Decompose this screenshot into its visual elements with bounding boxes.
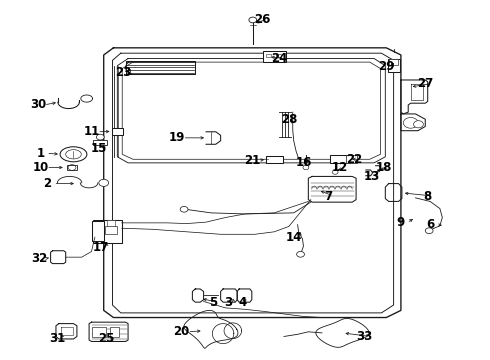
Text: 14: 14 (286, 231, 302, 244)
Bar (330, 156, 350, 163)
Text: 21: 21 (244, 154, 260, 167)
Text: 30: 30 (30, 99, 46, 112)
Circle shape (296, 251, 304, 257)
Text: 24: 24 (271, 52, 287, 65)
Circle shape (403, 117, 418, 128)
Text: 7: 7 (324, 190, 332, 203)
Text: 18: 18 (376, 161, 392, 174)
Text: 23: 23 (115, 66, 131, 79)
Circle shape (99, 179, 109, 186)
Text: 29: 29 (378, 60, 394, 73)
Text: 27: 27 (417, 77, 433, 90)
Text: 26: 26 (254, 13, 270, 26)
Bar (107, 220, 116, 226)
Circle shape (414, 121, 423, 128)
Bar (388, 59, 400, 72)
Bar (110, 327, 119, 337)
Text: 4: 4 (239, 296, 246, 309)
Bar (389, 59, 398, 65)
Text: 31: 31 (49, 333, 66, 346)
Text: 9: 9 (397, 216, 405, 229)
Text: 32: 32 (31, 252, 48, 265)
Text: 11: 11 (83, 125, 99, 138)
Text: 22: 22 (346, 153, 363, 166)
Text: 2: 2 (44, 177, 52, 190)
Bar (92, 221, 104, 240)
Text: 15: 15 (91, 142, 107, 155)
Text: 20: 20 (173, 325, 190, 338)
Bar (266, 54, 271, 58)
Bar (112, 128, 122, 135)
Circle shape (332, 170, 338, 174)
Bar (94, 220, 122, 243)
Text: 10: 10 (32, 161, 49, 174)
Ellipse shape (60, 147, 87, 162)
Bar (263, 51, 286, 63)
Bar (276, 54, 281, 58)
Text: 5: 5 (209, 296, 218, 309)
Circle shape (249, 17, 257, 23)
Bar (105, 226, 117, 234)
Bar (94, 140, 107, 145)
Text: 17: 17 (93, 241, 109, 255)
Text: 1: 1 (36, 147, 45, 160)
Text: 25: 25 (98, 333, 114, 346)
Text: 19: 19 (169, 131, 185, 144)
Text: 28: 28 (281, 113, 297, 126)
Text: 12: 12 (332, 161, 348, 174)
Bar (92, 327, 106, 337)
Bar (346, 156, 357, 163)
Circle shape (180, 206, 188, 212)
Text: 3: 3 (224, 296, 232, 309)
Ellipse shape (66, 150, 81, 159)
Text: 6: 6 (426, 218, 434, 231)
Bar (266, 156, 283, 163)
Circle shape (425, 228, 433, 234)
Circle shape (303, 165, 309, 170)
Text: 8: 8 (423, 190, 432, 203)
Text: 16: 16 (295, 156, 312, 169)
Bar (67, 165, 77, 170)
Circle shape (97, 134, 104, 140)
Text: 33: 33 (356, 330, 372, 343)
Text: 13: 13 (364, 170, 380, 183)
